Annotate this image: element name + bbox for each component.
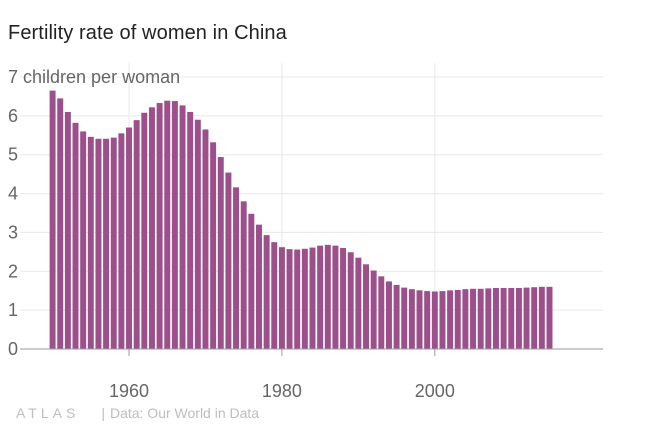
- bar: [263, 235, 270, 349]
- bar: [233, 187, 240, 349]
- data-source: Data: Our World in Data: [109, 405, 260, 421]
- x-axis-ticks: 1960 1980 2000: [109, 381, 455, 401]
- x-tick-label: 2000: [415, 381, 455, 401]
- bar: [148, 107, 155, 349]
- bar: [278, 247, 285, 349]
- bar: [49, 90, 56, 349]
- bar: [294, 249, 301, 349]
- bar: [72, 122, 79, 349]
- y-tick-label: 0: [8, 339, 18, 359]
- bar: [171, 101, 178, 349]
- bar: [431, 291, 438, 349]
- bar: [248, 213, 255, 349]
- bar: [515, 287, 522, 349]
- bar: [64, 111, 71, 349]
- bar: [401, 287, 408, 349]
- bar: [370, 270, 377, 349]
- bar: [454, 289, 461, 349]
- bar: [340, 247, 347, 349]
- chart-title: Fertility rate of women in China: [8, 22, 287, 44]
- y-tick-label: 5: [8, 145, 18, 165]
- bar: [355, 257, 362, 349]
- bar: [416, 290, 423, 349]
- x-axis: [20, 348, 603, 356]
- bar: [187, 111, 194, 349]
- bar: [240, 201, 247, 349]
- bar: [95, 138, 102, 349]
- bar: [385, 281, 392, 349]
- atlas-logo: ATLAS: [16, 405, 80, 421]
- bar: [538, 286, 545, 349]
- bar: [271, 242, 278, 349]
- bar: [164, 100, 171, 349]
- bar: [141, 112, 148, 349]
- bar: [363, 264, 369, 349]
- source-separator: |: [101, 405, 105, 421]
- bar: [179, 105, 186, 350]
- bar: [531, 287, 538, 349]
- bar: [523, 287, 530, 349]
- bar: [332, 245, 339, 349]
- bar: [87, 136, 94, 349]
- bar: [424, 291, 431, 349]
- bar: [477, 288, 484, 349]
- bar: [317, 245, 324, 349]
- x-tick-label: 1980: [262, 381, 302, 401]
- bar: [301, 248, 308, 349]
- bar: [492, 287, 499, 349]
- bar: [156, 103, 163, 349]
- bar: [324, 244, 331, 349]
- bar: [378, 276, 385, 349]
- bar: [202, 129, 209, 349]
- bar: [447, 290, 454, 349]
- bar: [118, 133, 125, 349]
- bar: [225, 172, 232, 349]
- bar: [462, 289, 469, 349]
- bar: [133, 120, 140, 349]
- bar: [470, 288, 477, 349]
- bar: [210, 142, 217, 349]
- bar: [194, 119, 201, 350]
- bar: [546, 286, 553, 349]
- y-tick-label: 2: [8, 261, 18, 281]
- bar: [439, 291, 446, 349]
- y-axis-unit-label: 7 children per woman: [8, 67, 180, 87]
- bar: [485, 288, 492, 349]
- y-axis-ticks: 0 1 2 3 4 5 6 7 children per woman: [8, 67, 180, 359]
- bar: [126, 127, 132, 349]
- bar: [80, 131, 87, 349]
- bar: [500, 287, 507, 349]
- y-tick-label: 6: [8, 106, 18, 126]
- y-tick-label: 1: [8, 300, 18, 320]
- bar: [286, 249, 293, 349]
- bar-series: [49, 90, 553, 350]
- x-tick-label: 1960: [109, 381, 149, 401]
- bar: [110, 137, 117, 349]
- bar: [347, 252, 354, 349]
- bar: [217, 157, 224, 349]
- bar: [256, 224, 262, 349]
- y-tick-label: 3: [8, 222, 18, 242]
- bar: [309, 247, 316, 349]
- bar: [103, 138, 110, 349]
- footer: ATLAS | Data: Our World in Data: [16, 403, 259, 423]
- bar: [508, 287, 515, 349]
- bar: [57, 98, 64, 350]
- bar: [408, 289, 415, 349]
- y-tick-label: 4: [8, 184, 18, 204]
- bar: [393, 284, 400, 349]
